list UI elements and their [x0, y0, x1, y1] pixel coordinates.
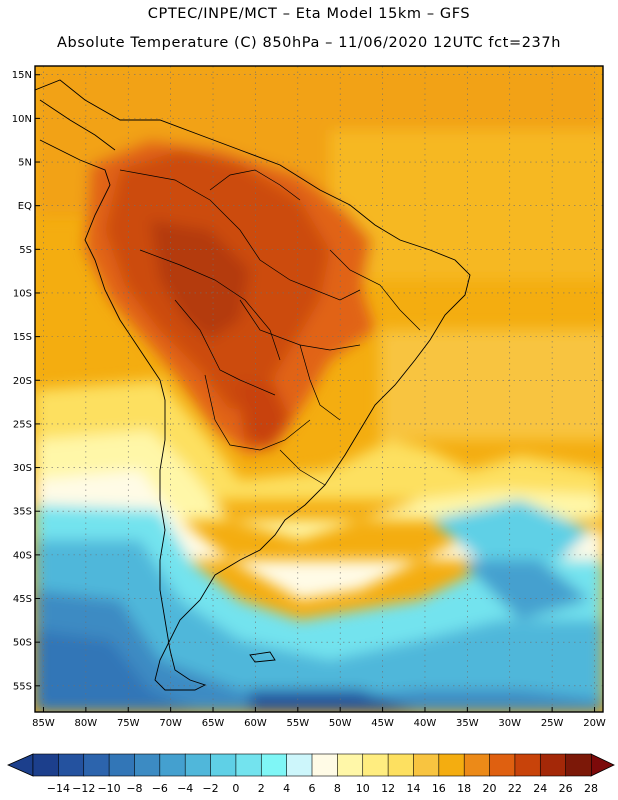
colorbar-swatch [539, 753, 567, 777]
lon-tick-label: 25W [541, 718, 564, 729]
colorbar-label: 2 [258, 782, 265, 795]
title-line-2: Absolute Temperature (C) 850hPa – 11/06/… [57, 35, 561, 51]
colorbar-swatch [286, 753, 313, 777]
colorbar-label: 10 [356, 782, 370, 795]
colorbar-swatch [134, 753, 161, 777]
colorbar-label: −14 [47, 782, 70, 795]
colorbar-swatch [210, 753, 237, 777]
colorbar-label: −8 [126, 782, 142, 795]
lat-lon-grid [35, 66, 603, 712]
colorbar-label: 18 [457, 782, 471, 795]
colorbar-label: 26 [559, 782, 573, 795]
lat-tick-label: EQ [18, 201, 32, 212]
colorbar-swatch [489, 753, 516, 777]
lon-tick-label: 40W [414, 718, 437, 729]
colorbar-label: 14 [406, 782, 420, 795]
lon-tick-label: 35W [456, 718, 479, 729]
lon-tick-label: 60W [244, 718, 267, 729]
lon-tick-label: 55W [286, 718, 309, 729]
colorbar-label: 20 [483, 782, 497, 795]
colorbar-label: 28 [584, 782, 598, 795]
lat-tick-label: 20S [13, 376, 32, 387]
lat-tick-label: 10N [12, 114, 32, 125]
colorbar-swatch [184, 753, 212, 777]
colorbar-label: 22 [508, 782, 522, 795]
lon-tick-label: 20W [583, 718, 606, 729]
colorbar-label: 12 [381, 782, 395, 795]
lat-tick-label: 15S [13, 332, 32, 343]
colorbar-label: −4 [177, 782, 193, 795]
lat-tick-label: 40S [13, 550, 32, 561]
colorbar-label: −2 [202, 782, 218, 795]
colorbar-swatch [235, 753, 262, 777]
lon-tick-label: 75W [117, 718, 140, 729]
colorbar-swatch [311, 753, 338, 777]
colorbar-swatch [387, 753, 415, 777]
temperature-field [35, 66, 603, 712]
colorbar-label: 16 [432, 782, 446, 795]
map-border [34, 65, 604, 713]
lat-tick-label: 55S [13, 681, 32, 692]
lat-tick-label: 5N [18, 158, 32, 169]
colorbar-label: −12 [72, 782, 95, 795]
colorbar-high-triangle [590, 753, 615, 777]
lat-tick-label: 30S [13, 463, 32, 474]
lon-tick-label: 85W [32, 718, 55, 729]
lon-tick-label: 45W [371, 718, 394, 729]
colorbar-label: 8 [334, 782, 341, 795]
colorbar-swatch [463, 753, 491, 777]
colorbar-swatch [32, 753, 59, 777]
colorbar-label: 4 [283, 782, 290, 795]
lon-tick-label: 30W [498, 718, 521, 729]
colorbar-swatch [514, 753, 541, 777]
longitude-axis: 85W 80W 75W 70W 65W 60W 55W 50W 45W 40W 35W 30W 25W 2… [32, 707, 606, 729]
colorbar-low-triangle [7, 753, 34, 777]
lat-tick-label: 35S [13, 507, 32, 518]
colorbar-label: 24 [533, 782, 547, 795]
lon-tick-label: 70W [159, 718, 182, 729]
lon-tick-label: 80W [75, 718, 98, 729]
lat-tick-label: 45S [13, 594, 32, 605]
colorbar-swatch [159, 753, 186, 777]
colorbar-label: −10 [97, 782, 120, 795]
colorbar-label: 6 [309, 782, 316, 795]
colorbar-swatch [83, 753, 110, 777]
lat-tick-label: 5S [19, 245, 32, 256]
colorbar-swatch [108, 753, 136, 777]
lon-tick-label: 65W [202, 718, 225, 729]
lat-tick-label: 50S [13, 638, 32, 649]
latitude-axis: 15N 10N 5N EQ 5S 10S 15S 20S 25S 30S 35S 40S 45S 50S 5… [12, 70, 40, 692]
colorbar-swatch [438, 753, 465, 777]
colorbar-label: 0 [232, 782, 239, 795]
colorbar-swatch [337, 753, 364, 777]
lat-tick-label: 10S [13, 288, 32, 299]
lat-tick-label: 25S [13, 419, 32, 430]
temperature-colorbar: −14 −12 −10 −8 −6 −4 −2 0 2 4 6 8 10 12 14 16 18 20 22 24 26… [7, 753, 615, 795]
title-line-1: CPTEC/INPE/MCT – Eta Model 15km – GFS [147, 6, 471, 22]
colorbar-swatch [58, 753, 85, 777]
colorbar-label: −6 [152, 782, 168, 795]
colorbar-swatch [260, 753, 288, 777]
colorbar-swatch [565, 753, 592, 777]
colorbar-swatch [362, 753, 389, 777]
colorbar-swatch [413, 753, 440, 777]
coastline-outline [35, 79, 471, 691]
lon-tick-label: 50W [329, 718, 352, 729]
lat-tick-label: 15N [12, 70, 32, 81]
political-boundaries [119, 169, 421, 486]
